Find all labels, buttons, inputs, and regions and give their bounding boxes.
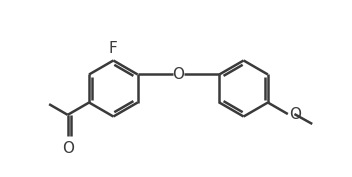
Text: F: F (109, 41, 118, 56)
Text: O: O (62, 141, 74, 156)
Text: O: O (172, 67, 184, 82)
Text: O: O (289, 107, 301, 122)
